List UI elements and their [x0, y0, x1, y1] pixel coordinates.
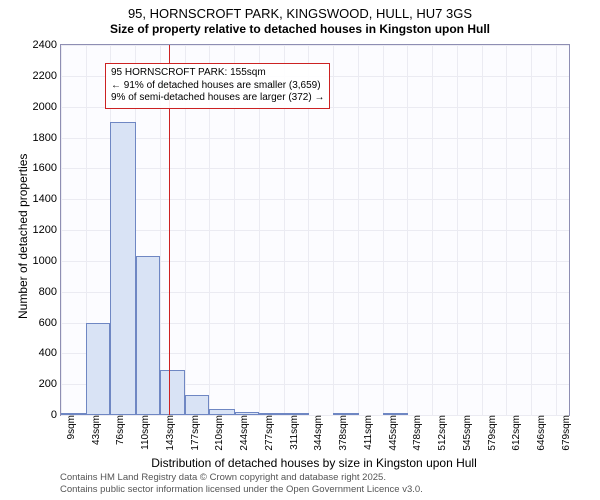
x-tick-label: 512sqm: [435, 415, 448, 451]
histogram-bar: [284, 413, 309, 415]
gridline-vertical: [556, 45, 557, 415]
gridline-vertical: [61, 45, 62, 415]
gridline-vertical: [482, 45, 483, 415]
x-tick-label: 445sqm: [386, 415, 399, 451]
y-tick-label: 1400: [33, 193, 61, 205]
x-tick-label: 579sqm: [485, 415, 498, 451]
annotation-box: 95 HORNSCROFT PARK: 155sqm ← 91% of deta…: [105, 63, 330, 109]
y-tick-label: 2200: [33, 70, 61, 82]
histogram-bar: [235, 412, 259, 415]
chart-title: 95, HORNSCROFT PARK, KINGSWOOD, HULL, HU…: [0, 0, 600, 22]
y-tick-label: 600: [39, 317, 61, 329]
x-tick-label: 277sqm: [262, 415, 275, 451]
y-tick-label: 1000: [33, 255, 61, 267]
plot-area: 0200400600800100012001400160018002000220…: [60, 44, 570, 416]
histogram-bar: [160, 370, 185, 415]
histogram-bar: [86, 323, 110, 416]
histogram-bar: [185, 395, 209, 415]
y-tick-label: 0: [51, 409, 61, 421]
histogram-bar: [383, 413, 408, 415]
x-tick-label: 612sqm: [509, 415, 522, 451]
x-axis-label: Distribution of detached houses by size …: [60, 456, 568, 470]
gridline-vertical: [333, 45, 334, 415]
gridline-vertical: [457, 45, 458, 415]
x-tick-label: 9sqm: [64, 415, 77, 439]
footer-line1: Contains HM Land Registry data © Crown c…: [60, 472, 423, 484]
chart-subtitle: Size of property relative to detached ho…: [0, 22, 600, 36]
y-tick-label: 400: [39, 347, 61, 359]
x-tick-label: 311sqm: [287, 415, 300, 450]
gridline-vertical: [531, 45, 532, 415]
gridline-vertical: [358, 45, 359, 415]
annotation-line3: 9% of semi-detached houses are larger (3…: [111, 92, 324, 105]
y-tick-label: 200: [39, 378, 61, 390]
footer-line2: Contains public sector information licen…: [60, 484, 423, 496]
gridline-vertical: [506, 45, 507, 415]
gridline-horizontal: [61, 138, 569, 139]
gridline-vertical: [407, 45, 408, 415]
histogram-bar: [136, 256, 160, 415]
y-tick-label: 800: [39, 286, 61, 298]
x-tick-label: 679sqm: [559, 415, 572, 451]
x-tick-label: 646sqm: [534, 415, 547, 451]
footer-attribution: Contains HM Land Registry data © Crown c…: [60, 472, 423, 496]
chart-container: 95, HORNSCROFT PARK, KINGSWOOD, HULL, HU…: [0, 0, 600, 500]
x-tick-label: 76sqm: [113, 415, 126, 445]
gridline-horizontal: [61, 45, 569, 46]
histogram-bar: [333, 413, 358, 415]
gridline-vertical: [383, 45, 384, 415]
x-tick-label: 378sqm: [336, 415, 349, 451]
gridline-horizontal: [61, 199, 569, 200]
annotation-line1: 95 HORNSCROFT PARK: 155sqm: [111, 67, 324, 80]
histogram-bar: [259, 413, 284, 415]
x-tick-label: 344sqm: [311, 415, 324, 451]
x-tick-label: 143sqm: [163, 415, 176, 451]
histogram-bar: [209, 409, 234, 415]
y-tick-label: 2400: [33, 39, 61, 51]
x-tick-label: 210sqm: [212, 415, 225, 451]
y-tick-label: 1600: [33, 162, 61, 174]
x-tick-label: 411sqm: [361, 415, 374, 450]
annotation-line2: ← 91% of detached houses are smaller (3,…: [111, 80, 324, 93]
x-tick-label: 478sqm: [410, 415, 423, 451]
y-tick-label: 2000: [33, 101, 61, 113]
y-tick-label: 1200: [33, 224, 61, 236]
x-tick-label: 177sqm: [188, 415, 201, 451]
gridline-horizontal: [61, 230, 569, 231]
histogram-bar: [110, 122, 135, 415]
histogram-bar: [61, 413, 86, 415]
x-tick-label: 545sqm: [460, 415, 473, 451]
x-tick-label: 110sqm: [138, 415, 151, 450]
gridline-vertical: [432, 45, 433, 415]
y-axis-label: Number of detached properties: [16, 154, 30, 319]
x-tick-label: 43sqm: [89, 415, 102, 445]
x-tick-label: 244sqm: [237, 415, 250, 451]
gridline-horizontal: [61, 168, 569, 169]
y-tick-label: 1800: [33, 132, 61, 144]
